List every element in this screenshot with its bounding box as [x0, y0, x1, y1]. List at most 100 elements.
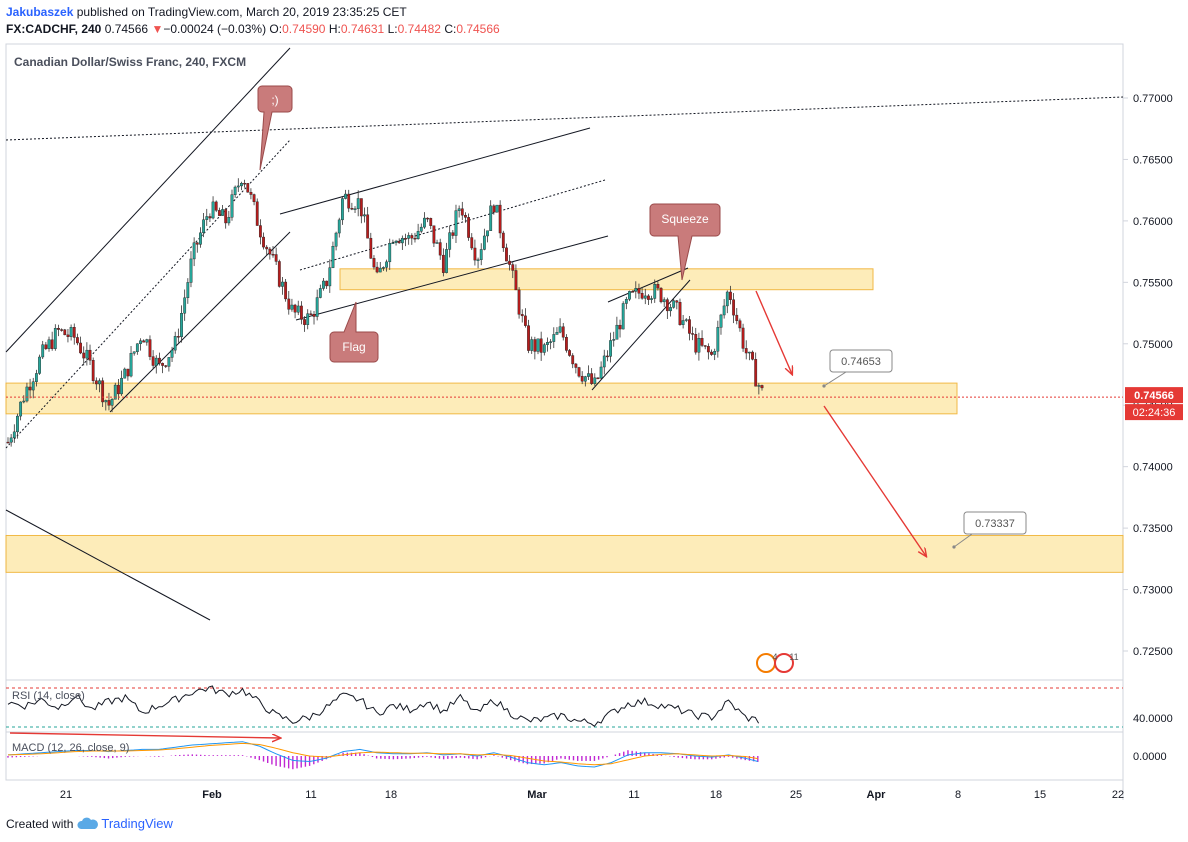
candle-body [394, 240, 398, 243]
candle-body [227, 217, 231, 224]
candle-body [754, 359, 758, 387]
author-link[interactable]: Jakubaszek [6, 5, 74, 19]
candle-body [28, 386, 32, 391]
candle-body [574, 363, 578, 368]
candle-body [57, 328, 60, 330]
rsi-divergence-arrow[interactable] [9, 732, 280, 738]
candle-body [542, 344, 546, 353]
wedge-upper[interactable] [607, 267, 689, 303]
candle-body [249, 191, 253, 195]
price-label-1[interactable]: 0.74653 [822, 349, 893, 388]
wedge-lower[interactable] [591, 279, 691, 391]
projection-arrow-2[interactable] [823, 405, 926, 556]
candle-body [445, 249, 448, 273]
close-value: 0.74566 [456, 22, 500, 36]
candle-body [293, 304, 297, 313]
candle-body [16, 415, 19, 433]
flag-channel-lower[interactable] [295, 235, 609, 321]
flag-channel-mid[interactable] [299, 179, 606, 271]
candle-body [558, 326, 562, 333]
candle-body [609, 340, 612, 357]
price-label-2[interactable]: 0.73337 [952, 511, 1027, 549]
candle-body [31, 381, 35, 391]
candle-body [416, 231, 420, 240]
candle-body [505, 247, 508, 262]
candle-body [473, 247, 477, 261]
candle-body [533, 339, 537, 352]
candle-body [94, 380, 98, 385]
price-tick-label: 0.76500 [1133, 154, 1173, 166]
resistance-zone[interactable] [339, 268, 874, 291]
events-icon[interactable]: 4 11 [756, 652, 799, 673]
candle-body [331, 246, 335, 268]
rsi-value: 40.0000 [1133, 713, 1173, 725]
price-tick-label: 0.76000 [1133, 216, 1173, 228]
candle-body [325, 280, 329, 287]
candle-body [391, 242, 395, 244]
candle-body [457, 208, 461, 211]
candle-body [79, 342, 82, 354]
candle-body [328, 267, 332, 287]
target-zone[interactable] [5, 534, 1124, 573]
flag-channel-upper[interactable] [279, 127, 591, 215]
candle-body [192, 242, 196, 260]
candle-body [195, 242, 199, 245]
candle-body [363, 214, 366, 217]
candle-body [539, 338, 543, 353]
projection-arrows[interactable] [755, 290, 926, 556]
price-change: −0.00024 (−0.03%) [163, 22, 267, 36]
candle-body [448, 232, 452, 250]
time-tick-label: 11 [305, 789, 316, 801]
price-label-2-text: 0.73337 [975, 518, 1015, 530]
ascending-channel-lower[interactable] [109, 231, 291, 413]
candle-body [129, 353, 133, 377]
high-value: 0.74631 [340, 22, 385, 36]
candle-body [741, 327, 745, 349]
candle-body [164, 365, 168, 367]
price-chart[interactable]: Canadian Dollar/Swiss Franc, 240, FXCM ;… [0, 40, 1188, 810]
callout-wink[interactable]: ;) [257, 85, 293, 171]
candle-body [615, 324, 619, 340]
trend-lines[interactable] [5, 47, 1124, 621]
candle-body [287, 298, 291, 310]
candle-body [208, 216, 212, 219]
time-tick-label: 18 [385, 789, 397, 801]
candle-body [309, 313, 313, 315]
price-axis[interactable]: 0.77000 0.76500 0.76000 0.75500 0.75000 0.745… [1123, 93, 1173, 658]
candle-body [725, 291, 729, 307]
candle-body [117, 384, 120, 395]
candle-body [113, 384, 117, 400]
candle-body [154, 357, 158, 366]
candle-body [612, 339, 616, 341]
support-zone[interactable] [5, 382, 958, 415]
time-tick-label: Feb [202, 789, 222, 801]
ascending-channel-upper[interactable] [5, 47, 291, 353]
time-axis[interactable]: 21 Feb 11 18 Mar 11 18 25 Apr 8 15 22 [60, 789, 1124, 801]
candle-body [382, 267, 385, 269]
tradingview-brand[interactable]: TradingView [101, 816, 173, 831]
callout-squeeze[interactable]: Squeeze [649, 203, 721, 281]
candle-body [580, 375, 584, 382]
descending-line[interactable] [5, 509, 211, 621]
candle-body [60, 329, 64, 331]
candle-body [385, 261, 388, 268]
candle-body [675, 300, 679, 303]
candle-body [426, 217, 429, 220]
candle-body [501, 232, 505, 249]
candle-body [158, 357, 161, 364]
open-label: O: [269, 22, 283, 36]
candle-body [400, 237, 404, 244]
ascending-channel-mid[interactable] [5, 139, 291, 449]
candle-body [258, 225, 262, 238]
candle-body [517, 289, 521, 315]
callout-flag[interactable]: Flag [329, 301, 379, 363]
candle-body [347, 193, 351, 209]
candle-body [486, 230, 489, 237]
candle-body [161, 362, 164, 366]
candle-body [694, 334, 698, 353]
candle-body [479, 249, 483, 260]
candle-body [536, 338, 540, 352]
long-resistance-line[interactable] [5, 96, 1124, 141]
projection-arrow-1[interactable] [755, 290, 792, 374]
price-label-1-text: 0.74653 [841, 356, 881, 368]
